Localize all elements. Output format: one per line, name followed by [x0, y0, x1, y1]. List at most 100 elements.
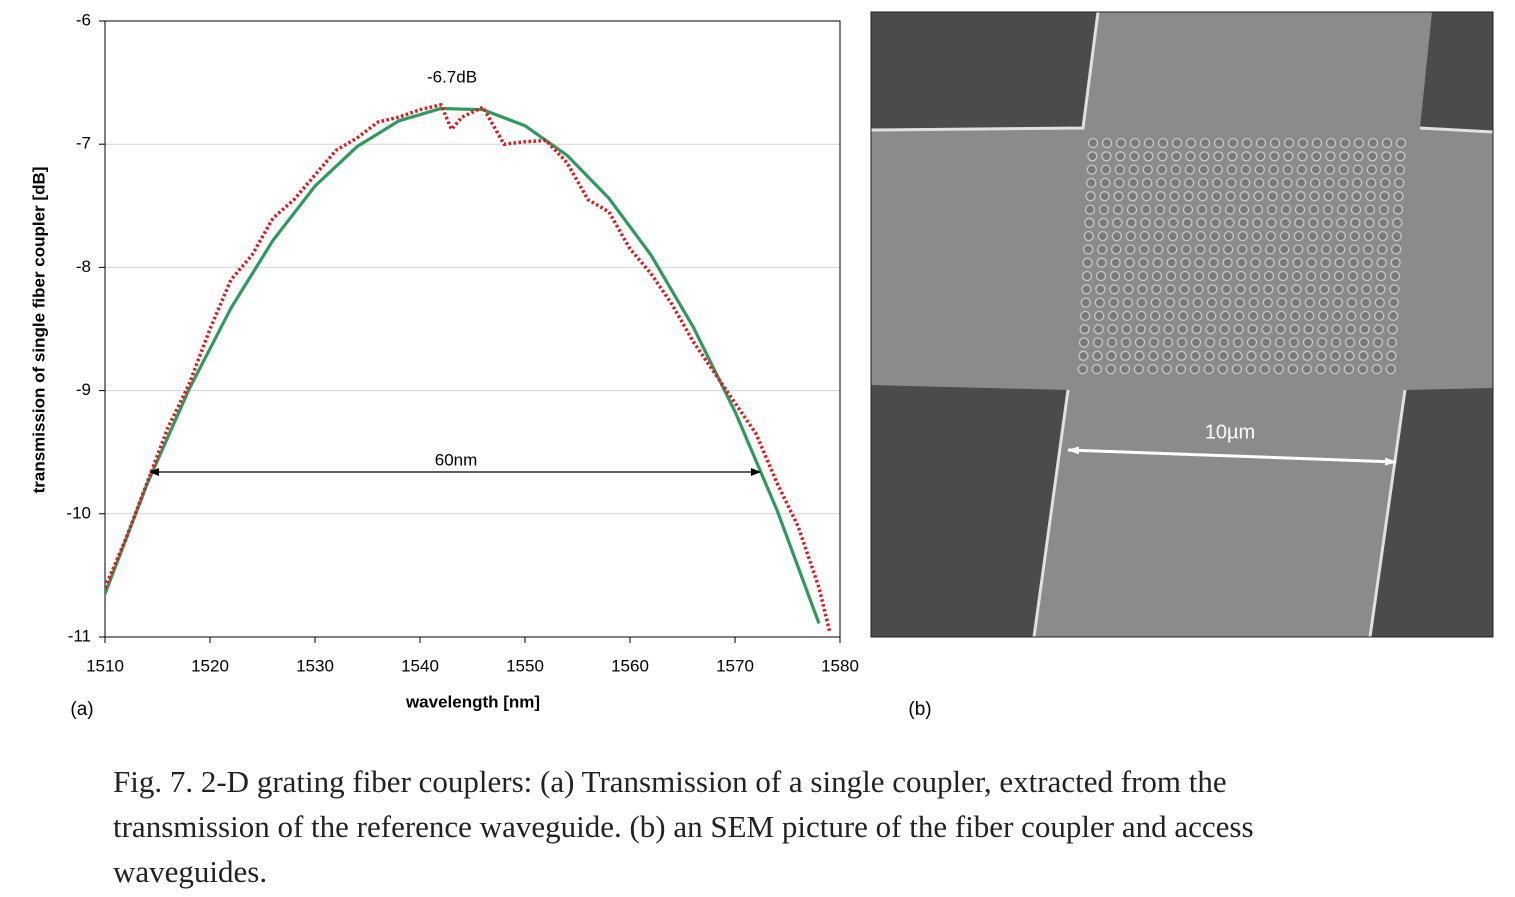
- hole: [1358, 337, 1370, 348]
- hole: [1235, 284, 1246, 295]
- hole: [1276, 297, 1287, 308]
- hole: [1113, 191, 1124, 202]
- hole: [1273, 363, 1284, 375]
- hole: [1253, 191, 1264, 202]
- hole: [1293, 244, 1304, 255]
- hole: [1391, 244, 1402, 255]
- hole: [1280, 217, 1291, 228]
- hole: [1168, 217, 1179, 228]
- hole: [1394, 177, 1405, 189]
- waveguide-edges: [870, 11, 1494, 638]
- hole: [1294, 217, 1305, 228]
- hole: [1128, 177, 1139, 189]
- hole: [1380, 177, 1391, 189]
- hole: [1245, 363, 1256, 375]
- hole: [1108, 310, 1119, 322]
- hole: [1111, 230, 1122, 242]
- hole: [1078, 350, 1089, 361]
- hole: [1153, 244, 1164, 255]
- hole: [1322, 204, 1334, 215]
- hole: [1149, 324, 1160, 335]
- hole: [1224, 204, 1236, 215]
- hole: [1139, 244, 1150, 255]
- x-tick-label: 1510: [86, 656, 124, 675]
- hole: [1112, 217, 1123, 228]
- hole: [1233, 324, 1244, 335]
- y-tick-label: -9: [76, 380, 91, 399]
- hole: [1218, 337, 1230, 348]
- hole: [1234, 297, 1245, 308]
- hole: [1261, 324, 1272, 335]
- hole: [1367, 137, 1379, 149]
- hole: [1231, 363, 1242, 375]
- hole: [1248, 310, 1259, 322]
- hole: [1377, 244, 1388, 255]
- hole: [1152, 257, 1163, 268]
- hole: [1181, 230, 1192, 242]
- hole: [1171, 137, 1183, 149]
- hole: [1106, 350, 1117, 361]
- hole: [1164, 297, 1175, 308]
- hole: [1360, 310, 1371, 322]
- hole: [1249, 270, 1261, 282]
- x-axis-label: wavelength [nm]: [405, 692, 540, 711]
- hole: [1346, 297, 1357, 308]
- hole: [1246, 337, 1258, 348]
- hole: [1238, 217, 1249, 228]
- hole: [1180, 257, 1191, 268]
- hole: [1182, 217, 1193, 228]
- hole: [1287, 363, 1298, 375]
- hole: [1094, 297, 1105, 308]
- hole: [1080, 297, 1091, 308]
- hole: [1133, 363, 1144, 375]
- hole: [1248, 297, 1259, 308]
- hole: [1220, 297, 1231, 308]
- x-tick-label: 1530: [296, 656, 334, 675]
- series-line: [105, 106, 821, 625]
- hole: [1346, 310, 1357, 322]
- hole: [1114, 164, 1125, 175]
- hole: [1352, 177, 1363, 189]
- y-tick-label: -11: [68, 626, 91, 645]
- hole: [1275, 324, 1286, 335]
- hole: [1147, 363, 1158, 375]
- hole: [1390, 257, 1401, 268]
- hole: [1221, 270, 1233, 282]
- hole: [1360, 297, 1371, 308]
- hole: [1277, 284, 1288, 295]
- hole: [1330, 350, 1341, 361]
- hole: [1378, 204, 1390, 215]
- hole: [1377, 230, 1388, 242]
- hole: [1092, 350, 1103, 361]
- hole: [1098, 204, 1110, 215]
- hole: [1126, 217, 1137, 228]
- hole: [1310, 177, 1321, 189]
- hole: [1366, 164, 1377, 175]
- hole: [1282, 177, 1293, 189]
- hole: [1387, 324, 1398, 335]
- hole: [1264, 257, 1275, 268]
- hole: [1163, 324, 1174, 335]
- hole: [1184, 164, 1195, 175]
- hole: [1350, 217, 1361, 228]
- hole: [1301, 363, 1312, 375]
- hole: [1260, 337, 1272, 348]
- hole: [1232, 337, 1244, 348]
- hole: [1279, 244, 1290, 255]
- hole: [1081, 270, 1093, 282]
- hole: [1086, 164, 1097, 175]
- hole: [1129, 137, 1141, 149]
- hole: [1310, 164, 1321, 175]
- hole: [1306, 257, 1317, 268]
- hole: [1078, 337, 1090, 348]
- hole: [1336, 217, 1347, 228]
- hole: [1372, 350, 1383, 361]
- hole: [1352, 164, 1363, 175]
- hole: [1082, 257, 1093, 268]
- hole: [1077, 363, 1088, 375]
- hole: [1195, 244, 1206, 255]
- hole: [1281, 191, 1292, 202]
- hole: [1291, 270, 1303, 282]
- hole: [1205, 324, 1216, 335]
- hole: [1386, 337, 1398, 348]
